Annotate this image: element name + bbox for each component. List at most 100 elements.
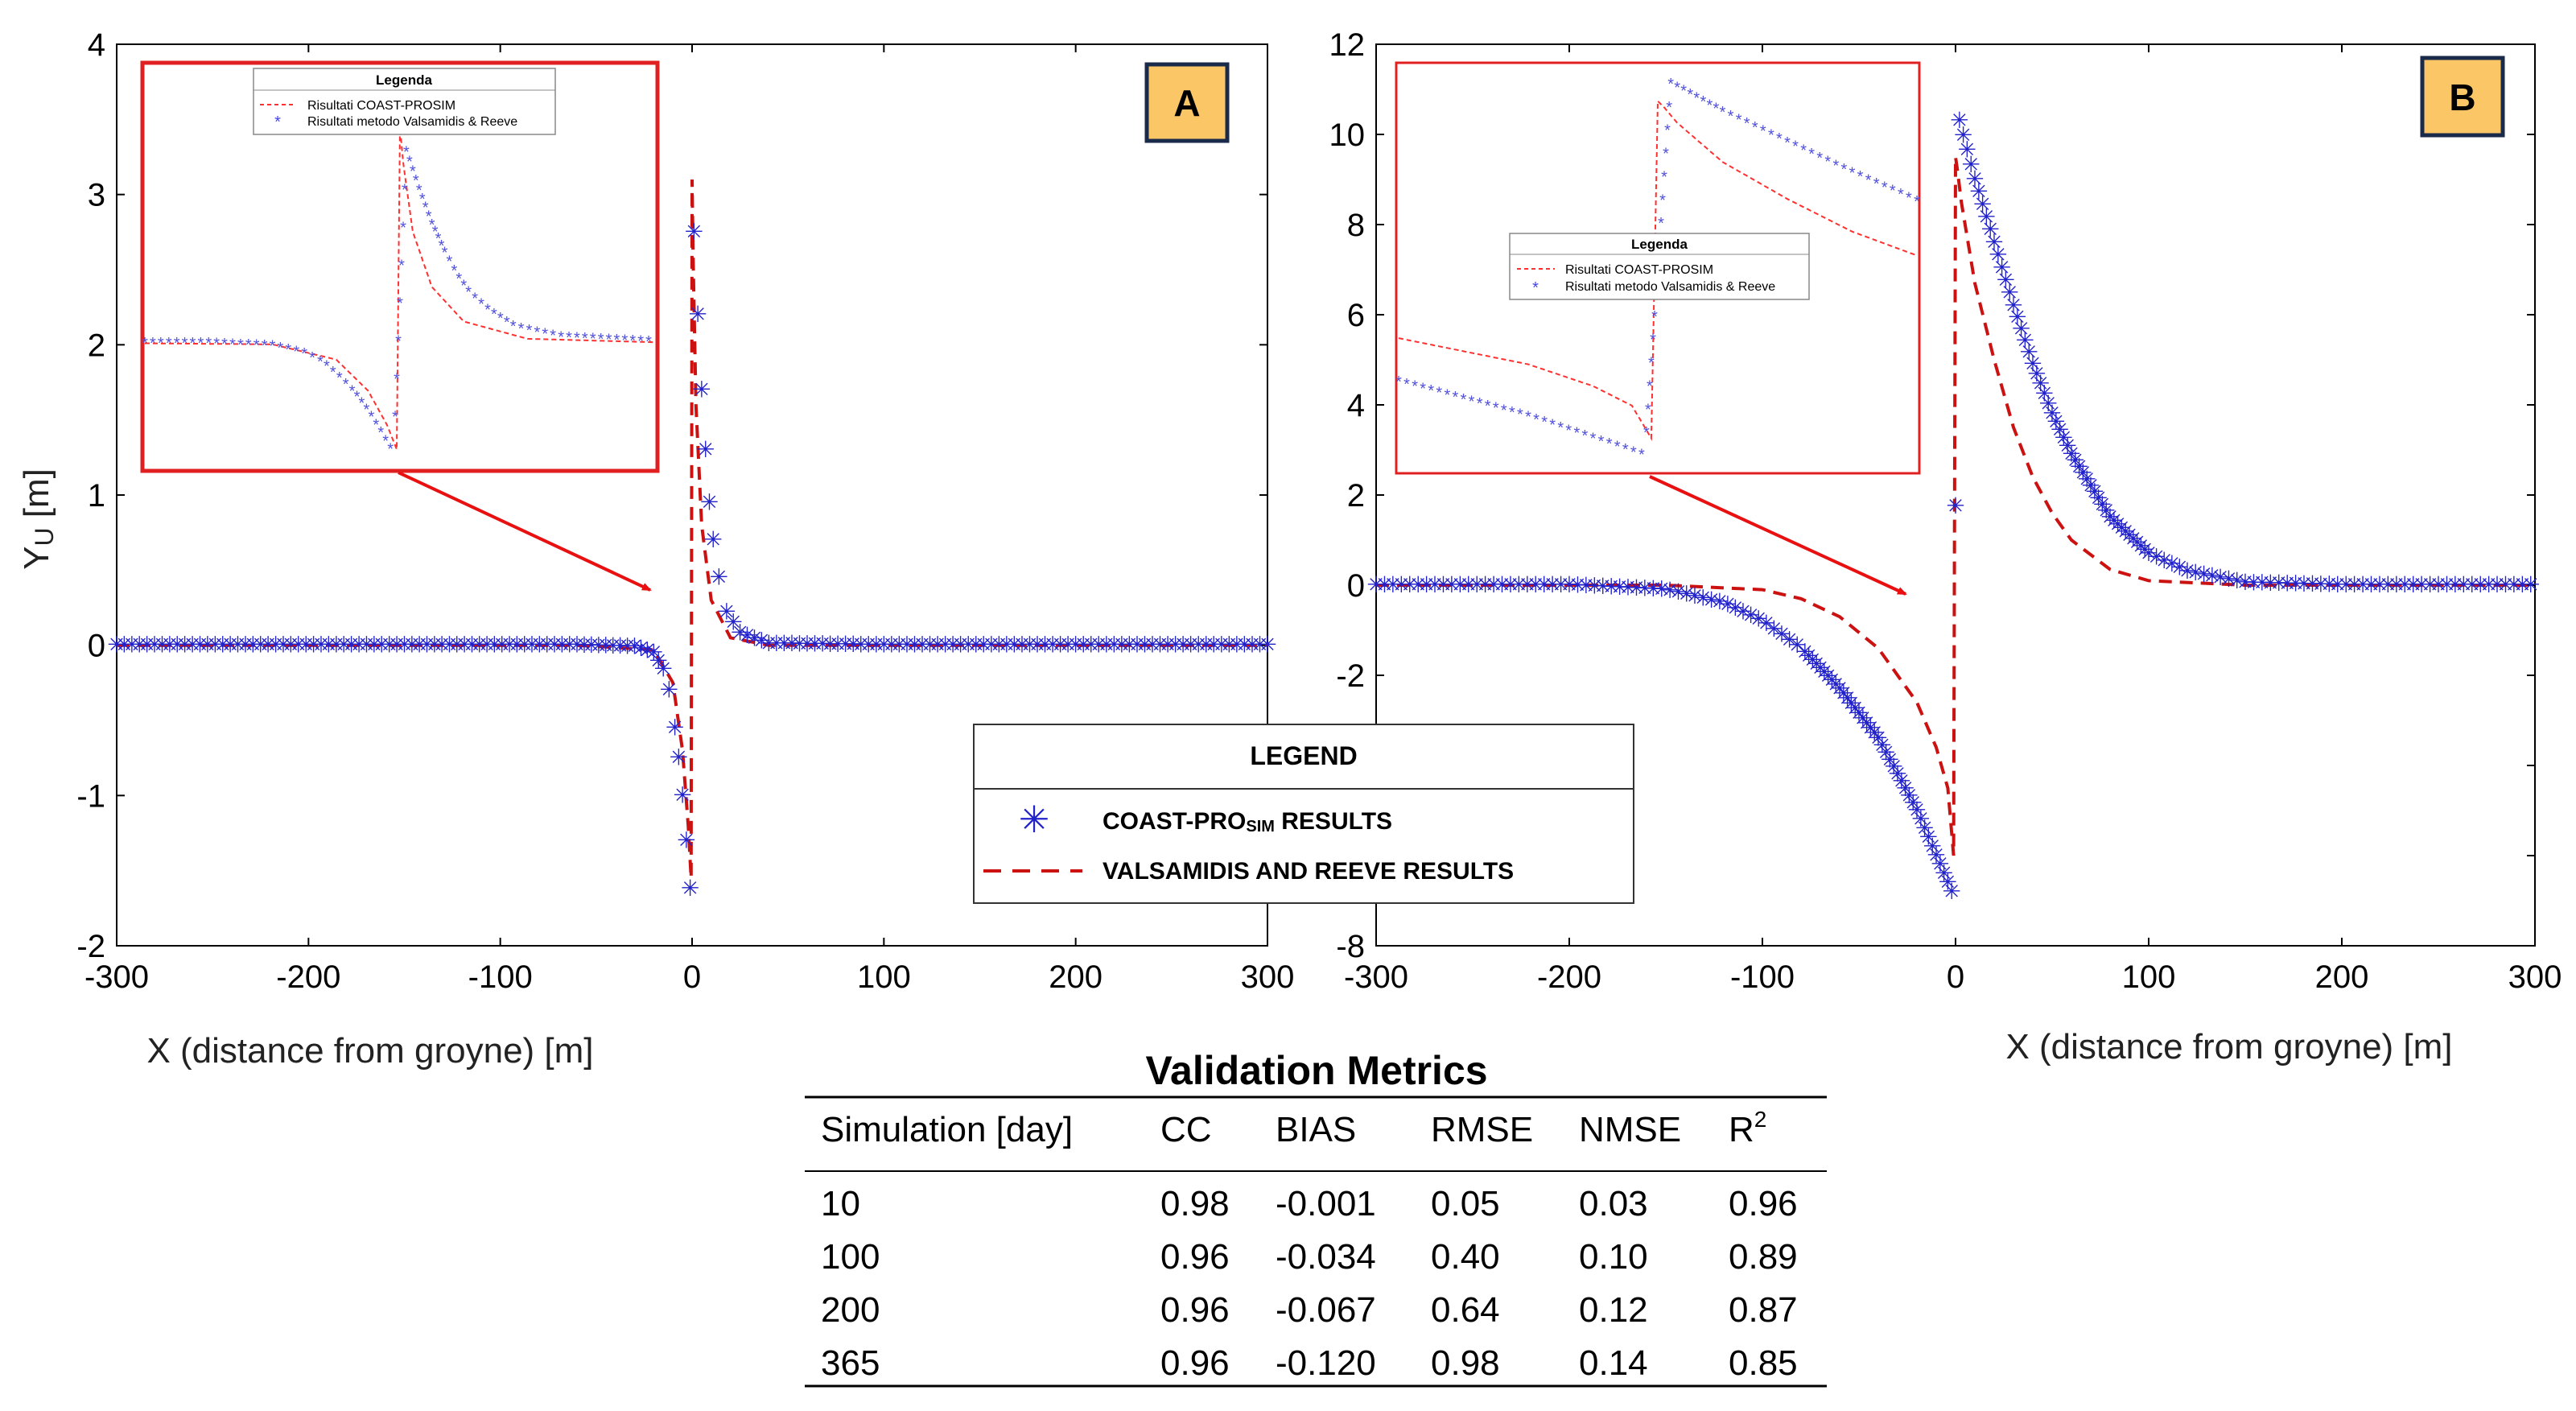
panel-b-series-marker: ✳ [2336,572,2355,597]
metrics-cell: 0.96 [1729,1184,1798,1223]
panel-b-series-marker: ✳ [1919,825,1938,850]
panel-b-series-marker: ✳ [2085,480,2104,505]
panel-a-inset-marker: * [368,409,374,427]
panel-a-series-marker: ✳ [319,633,338,658]
panel-b-inset-marker: * [1865,172,1872,190]
panel-b-inset-marker: * [1469,394,1475,411]
panel-b-inset-marker: * [1687,86,1693,104]
shared-legend: LEGEND ✳ COAST-PROSIM RESULTS VALSAMIDIS… [973,724,1634,904]
panel-b-series-marker: ✳ [1375,572,1394,597]
metrics-title: Validation Metrics [1145,1048,1487,1093]
panel-b-series-marker: ✳ [2446,572,2464,597]
panel-b-series-marker: ✳ [1772,622,1791,647]
panel-a-series-marker: ✳ [1173,633,1192,658]
panel-b-series-marker: ✳ [2269,571,2288,596]
panel-b-series-marker: ✳ [2404,572,2422,597]
panel-b-inset-marker: * [1713,101,1720,118]
panel-a-y-tick-label: -1 [76,778,105,814]
panel-a-series-marker: ✳ [928,633,946,658]
panel-b-series-marker: ✳ [2008,304,2026,329]
panel-b-inset-legend-title: Legenda [1631,237,1688,252]
panel-a-series-marker: ✳ [790,631,809,656]
panel-b-series-marker: ✳ [1819,664,1837,689]
panel-b-inset-marker: * [1533,411,1539,429]
shared-legend-box [973,724,1634,904]
panel-b-inset-marker: * [1824,154,1831,171]
panel-a-inset-marker: * [413,172,419,190]
metrics-header-cell: BIAS [1276,1110,1356,1149]
panel-b-series-marker: ✳ [2128,530,2146,555]
panel-b-inset-legend-marker-label: Risultati metodo Valsamidis & Reeve [1565,280,1775,294]
panel-b-series-marker: ✳ [1780,627,1799,652]
panel-b-series-marker: ✳ [1823,668,1841,693]
panel-b-series-marker: ✳ [2353,572,2372,597]
panel-b-x-tick-label: 300 [2508,959,2562,995]
panel-b-series-marker: ✳ [1961,152,1980,177]
panel-b-series-marker: ✳ [1931,852,1949,877]
panel-b-y-tick-label: 6 [1347,298,1365,333]
panel-a-series-marker: ✳ [897,633,916,658]
panel-a-series-marker: ✳ [1074,633,1092,658]
panel-b-inset-marker: * [1800,142,1807,159]
panel-a-series-marker: ✳ [703,527,722,552]
panel-b-inset-marker: * [1493,400,1499,418]
metrics-cell: 0.96 [1160,1237,1230,1277]
panel-a-series-marker: ✳ [710,565,728,590]
panel-b-inset-marker: * [1622,441,1629,459]
panel-b-series-marker: ✳ [1892,769,1910,794]
panel-a-inset-marker: * [197,335,204,353]
panel-b-series-marker: ✳ [1795,639,1814,664]
panel-a-inset-marker: * [174,335,180,353]
metrics-cell: 0.10 [1579,1237,1648,1277]
panel-b-series-marker: ✳ [2421,572,2439,597]
panel-b-series-marker: ✳ [1635,576,1654,600]
panel-a-inset-marker: * [439,237,445,255]
panel-a-series-marker: ✳ [440,633,459,658]
panel-a-inset-marker: * [406,154,413,171]
panel-a-series-marker: ✳ [311,633,330,658]
panel-a-series-marker: ✳ [1127,633,1146,658]
panel-b-series-marker: ✳ [1726,596,1745,621]
panel-b-series-marker: ✳ [1815,660,1833,685]
panel-b-inset-line [1398,99,1918,442]
panel-b-series-marker: ✳ [2108,512,2127,537]
panel-a-series-marker: ✳ [1158,633,1177,658]
panel-b-inset-marker: * [1403,376,1410,394]
panel-b-series-marker: ✳ [2100,505,2119,530]
panel-a-series-marker: ✳ [859,632,878,657]
panel-b-series-marker: ✳ [1861,716,1880,741]
panel-b-series-marker: ✳ [1803,648,1822,673]
panel-a-series-marker: ✳ [418,633,436,658]
shared-legend-title: LEGEND [1250,741,1357,770]
panel-b-series-marker: ✳ [2195,562,2213,587]
panel-a-inset-marker: * [309,349,315,367]
panel-a-series-marker: ✳ [677,827,695,852]
panel-a-series-marker: ✳ [213,633,232,658]
panel-b-inset-marker: * [1638,447,1645,464]
metrics-header-cell: NMSE [1579,1110,1681,1149]
metrics-cell: 0.14 [1579,1343,1648,1383]
panel-b-y-tick-label: 12 [1329,27,1366,63]
panel-a-inset-marker: * [606,331,612,349]
panel-b-inset-marks: * * * * * * * * * * * * * * * * * * * * * * * * * * * * * * **********… [1395,76,1920,464]
panel-b-series-marker: ✳ [1830,676,1849,701]
panel-b-series-marker: ✳ [1627,576,1646,600]
panel-b-series-marker: ✳ [2062,442,2080,467]
panel-a-series-marker: ✳ [296,633,315,658]
panel-a-inset-marker: * [150,335,156,353]
panel-b-series-marker: ✳ [1888,761,1906,786]
panel-b-series-marker: ✳ [2093,492,2112,517]
panel-a-series-marker: ✳ [1235,633,1254,658]
panel-b-inset-marker: * [1857,168,1864,186]
panel-a-series-marker: ✳ [251,633,270,658]
metrics-header-cell: R2 [1729,1107,1766,1149]
panel-a-y-tick-label: 0 [88,629,105,664]
panel-b-inset-marker: * [1832,157,1839,175]
panel-b-series-marker: ✳ [2004,293,2022,318]
panel-a-inset-marker: * [582,330,588,348]
panel-b-inset-marker: * [1648,355,1655,373]
panel-b-y-tick-label: 0 [1347,568,1365,604]
panel-b-inset-marker: * [1501,402,1507,419]
panel-a-inset: * * * * * * * * * * * * * * * * * * * * * * * * * * * *************… [140,60,660,473]
panel-a-series-marker: ✳ [357,633,376,658]
